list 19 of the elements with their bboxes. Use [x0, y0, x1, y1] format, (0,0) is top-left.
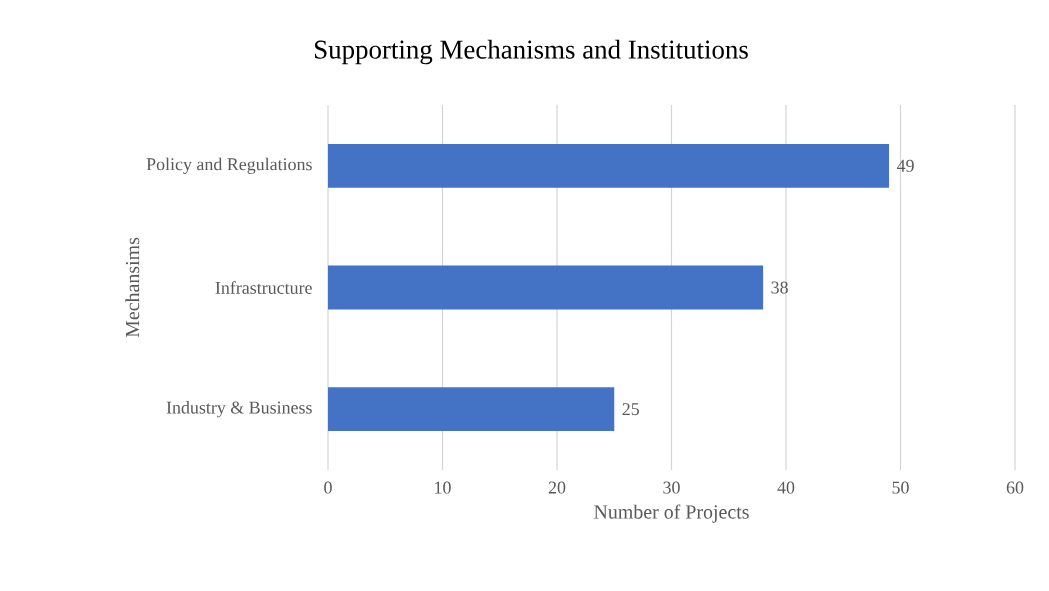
data-label: 38: [771, 281, 788, 294]
x-tick-label: 30: [663, 481, 680, 494]
y-axis-title: Mechansims: [125, 237, 140, 338]
bar: [328, 387, 615, 432]
x-axis-title: Number of Projects: [594, 504, 749, 523]
x-tick-label: 0: [324, 481, 332, 494]
data-label: 25: [622, 403, 640, 416]
y-tick-label: Industry & Business: [166, 401, 312, 418]
bar: [328, 265, 764, 310]
y-tick-label: Policy and Regulations: [146, 157, 312, 174]
x-tick-label: 20: [548, 481, 566, 494]
y-tick-label: Infrastructure: [215, 281, 312, 294]
x-tick-label: 10: [435, 481, 451, 494]
chart-title: Supporting Mechanisms and Institutions: [315, 39, 748, 65]
data-label: 49: [896, 159, 914, 172]
x-tick-label: 60: [1006, 481, 1024, 494]
x-tick-label: 40: [777, 481, 795, 494]
bar: [328, 143, 890, 188]
x-tick-label: 50: [892, 481, 909, 494]
